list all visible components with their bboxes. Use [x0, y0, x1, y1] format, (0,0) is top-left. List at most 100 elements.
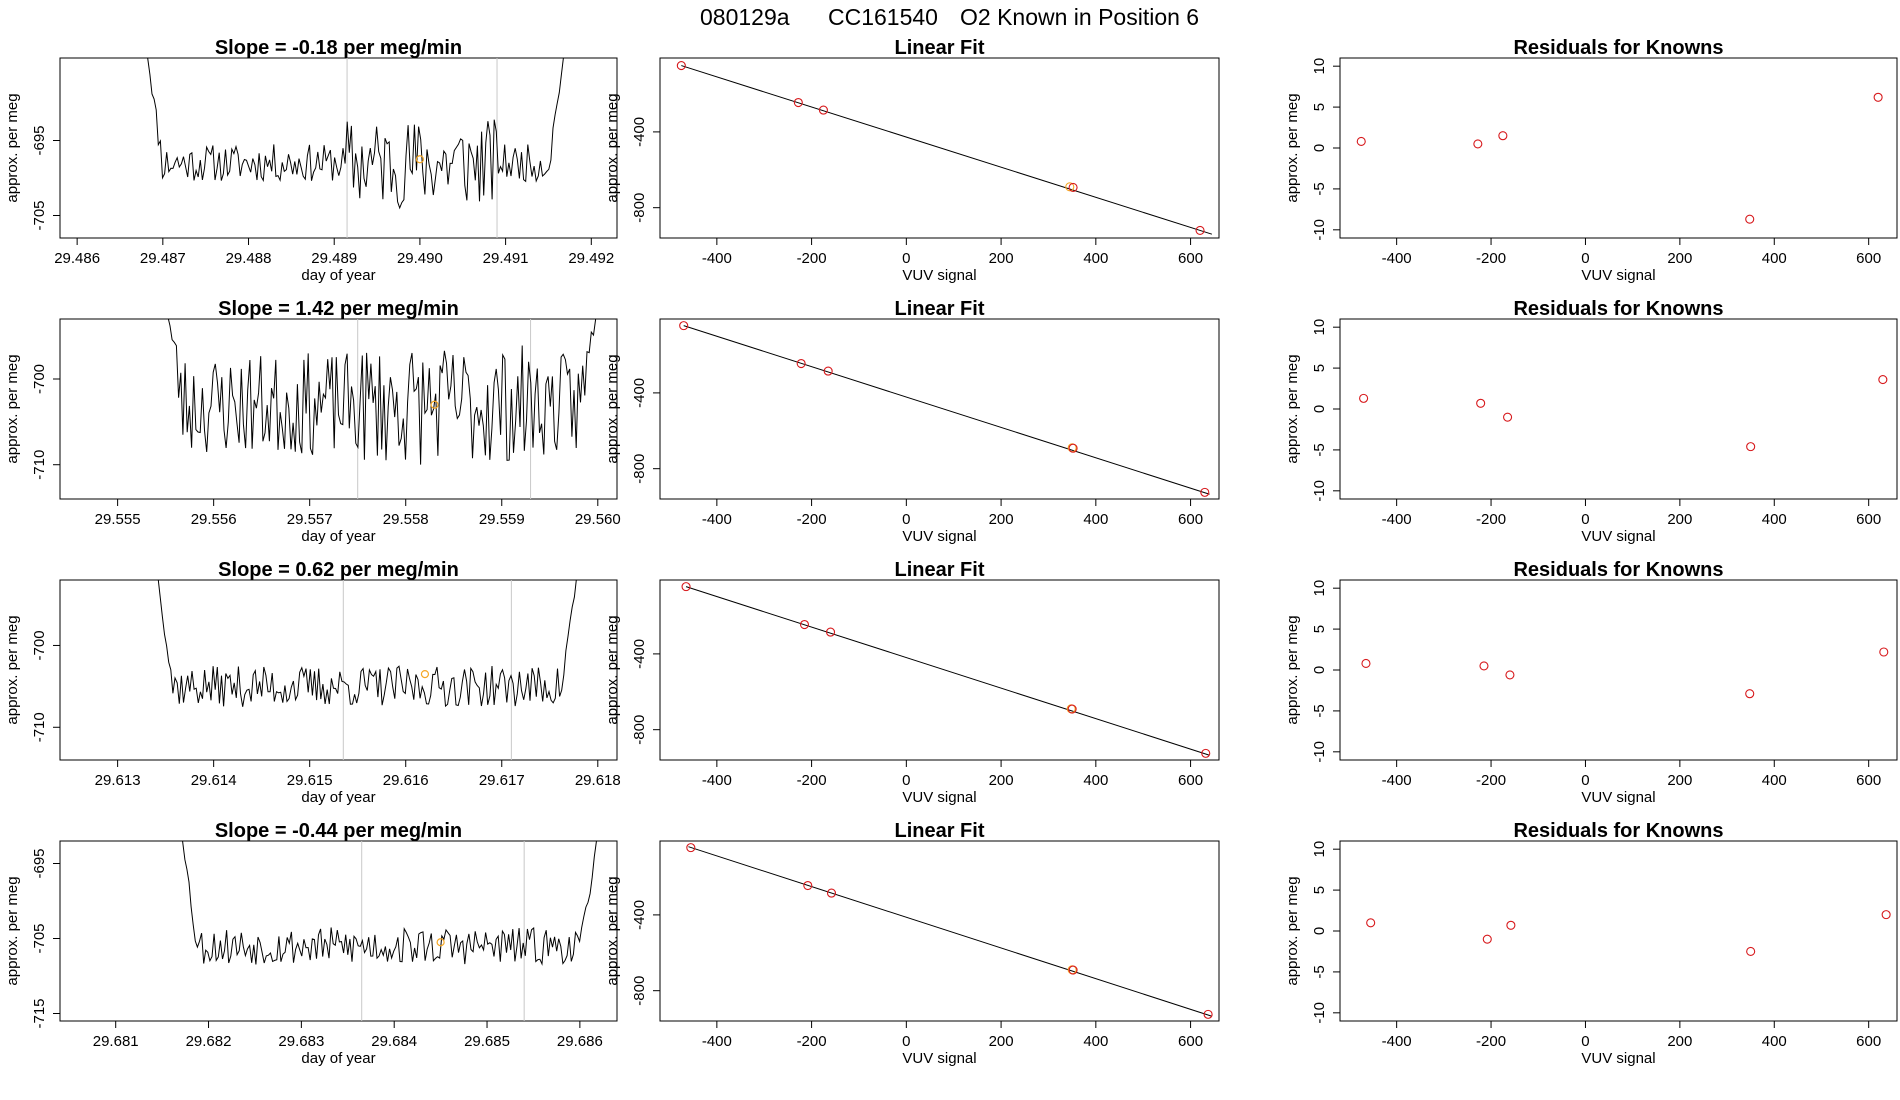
plot-area — [1359, 374, 1888, 452]
y-tick-label: 5 — [1311, 103, 1328, 111]
plot-area — [676, 61, 1213, 235]
y-axis-label: approx. per meg — [604, 876, 621, 985]
x-axis-label: VUV signal — [902, 789, 976, 806]
y-tick-label: -400 — [631, 117, 648, 147]
panel-residuals-row4: Residuals for Knowns -400 -200 0 200 400 600 VU… — [1284, 820, 1898, 1067]
data-point — [1203, 1009, 1213, 1019]
x-tick-label: -400 — [1382, 772, 1412, 789]
y-tick-label: 0 — [1311, 666, 1328, 674]
x-tick-label: 600 — [1178, 250, 1203, 267]
data-point — [1201, 748, 1211, 758]
timeseries-trace — [147, 58, 564, 210]
x-axis-label: VUV signal — [1581, 528, 1655, 545]
x-tick-label: 0 — [902, 1033, 910, 1050]
fit-line — [681, 65, 1213, 235]
y-axis-label: approx. per meg — [4, 615, 21, 724]
y-axis-label: approx. per meg — [604, 354, 621, 463]
y-tick-label: -710 — [31, 712, 48, 742]
plot-frame — [59, 579, 618, 761]
data-point — [1746, 442, 1756, 452]
plot-area — [1361, 647, 1889, 699]
panel-linear_fit-row2: Linear Fit -400 -200 0 200 400 600 VUV signal -4… — [604, 298, 1220, 545]
x-tick-label: 400 — [1083, 511, 1108, 528]
data-point — [1473, 139, 1483, 149]
y-tick-label: 10 — [1311, 580, 1328, 597]
x-axis-label: VUV signal — [902, 528, 976, 545]
x-axis-label: VUV signal — [1581, 789, 1655, 806]
x-tick-label: 0 — [1581, 1033, 1589, 1050]
highlight-point — [420, 669, 430, 679]
y-axis-label: approx. per meg — [4, 876, 21, 985]
y-tick-label: -10 — [1311, 480, 1328, 502]
y-tick-label: 5 — [1311, 364, 1328, 372]
y-tick-label: -710 — [31, 450, 48, 480]
plot-area — [681, 582, 1211, 758]
plot-area — [679, 321, 1210, 497]
fit-line — [688, 846, 1213, 1017]
panel-title: Linear Fit — [894, 559, 984, 581]
x-tick-label: 29.618 — [575, 772, 621, 789]
x-axis-label: day of year — [301, 528, 375, 545]
y-tick-label: -400 — [631, 639, 648, 669]
x-tick-label: 29.557 — [287, 511, 333, 528]
plot-frame — [1339, 579, 1898, 761]
panel-grid: Slope = -0.18 per meg/min 29.486 29.487 29.… — [4, 37, 1898, 1067]
x-tick-label: 29.492 — [568, 250, 614, 267]
x-tick-label: 200 — [1667, 1033, 1692, 1050]
y-tick-label: -695 — [31, 125, 48, 155]
y-tick-label: -800 — [631, 454, 648, 484]
data-point — [1745, 689, 1755, 699]
panel-title: Residuals for Knowns — [1513, 37, 1723, 59]
y-axis-label: approx. per meg — [604, 93, 621, 202]
y-tick-label: 10 — [1311, 58, 1328, 75]
y-tick-label: 0 — [1311, 927, 1328, 935]
x-axis-label: day of year — [301, 267, 375, 284]
plot-frame — [659, 840, 1220, 1022]
data-point — [1746, 946, 1756, 957]
x-tick-label: 29.685 — [464, 1033, 510, 1050]
x-tick-label: 400 — [1762, 250, 1787, 267]
panel-residuals-row1: Residuals for Knowns -400 -200 0 200 400 600 VU… — [1284, 37, 1898, 284]
x-axis-label: VUV signal — [1581, 267, 1655, 284]
x-tick-label: 200 — [989, 772, 1014, 789]
panel-residuals-row2: Residuals for Knowns -400 -200 0 200 400 600 VU… — [1284, 298, 1898, 545]
y-tick-label: -5 — [1311, 704, 1328, 717]
data-point — [1479, 661, 1489, 671]
x-tick-label: -400 — [1382, 511, 1412, 528]
x-axis-label: day of year — [301, 789, 375, 806]
panel-title: Linear Fit — [894, 820, 984, 842]
plot-frame — [1339, 840, 1898, 1022]
data-point — [823, 366, 833, 376]
x-tick-label: 0 — [1581, 511, 1589, 528]
panel-title: Linear Fit — [894, 298, 984, 320]
x-tick-label: -400 — [1382, 250, 1412, 267]
x-tick-label: 29.490 — [397, 250, 443, 267]
y-tick-label: 0 — [1311, 144, 1328, 152]
y-axis-label: approx. per meg — [1284, 615, 1301, 724]
x-tick-label: 0 — [902, 250, 910, 267]
plot-frame — [59, 57, 618, 239]
panel-linear_fit-row4: Linear Fit -400 -200 0 200 400 600 VUV signal -4… — [604, 820, 1220, 1067]
y-tick-label: -400 — [631, 900, 648, 930]
panel-timeseries-row1: Slope = -0.18 per meg/min 29.486 29.487 29.… — [4, 37, 618, 284]
data-point — [1505, 670, 1515, 680]
x-tick-label: 29.613 — [95, 772, 141, 789]
timeseries-trace — [182, 841, 597, 966]
data-point — [1506, 920, 1516, 930]
fit-line — [685, 586, 1210, 756]
fit-line — [683, 325, 1210, 495]
y-tick-label: -695 — [31, 848, 48, 878]
panel-title: Slope = 1.42 per meg/min — [218, 298, 459, 320]
y-tick-label: -800 — [631, 715, 648, 745]
x-tick-label: 200 — [989, 511, 1014, 528]
x-tick-label: 600 — [1856, 772, 1881, 789]
header-description: O2 Known in Position 6 — [960, 4, 1199, 30]
panel-timeseries-row3: Slope = 0.62 per meg/min 29.613 29.614 29.6… — [4, 559, 621, 806]
x-axis-label: day of year — [301, 1050, 375, 1067]
highlight-point — [415, 155, 425, 164]
plot-area — [1356, 92, 1883, 224]
y-tick-label: 0 — [1311, 405, 1328, 413]
y-tick-label: -700 — [31, 364, 48, 394]
highlight-point — [430, 400, 439, 409]
